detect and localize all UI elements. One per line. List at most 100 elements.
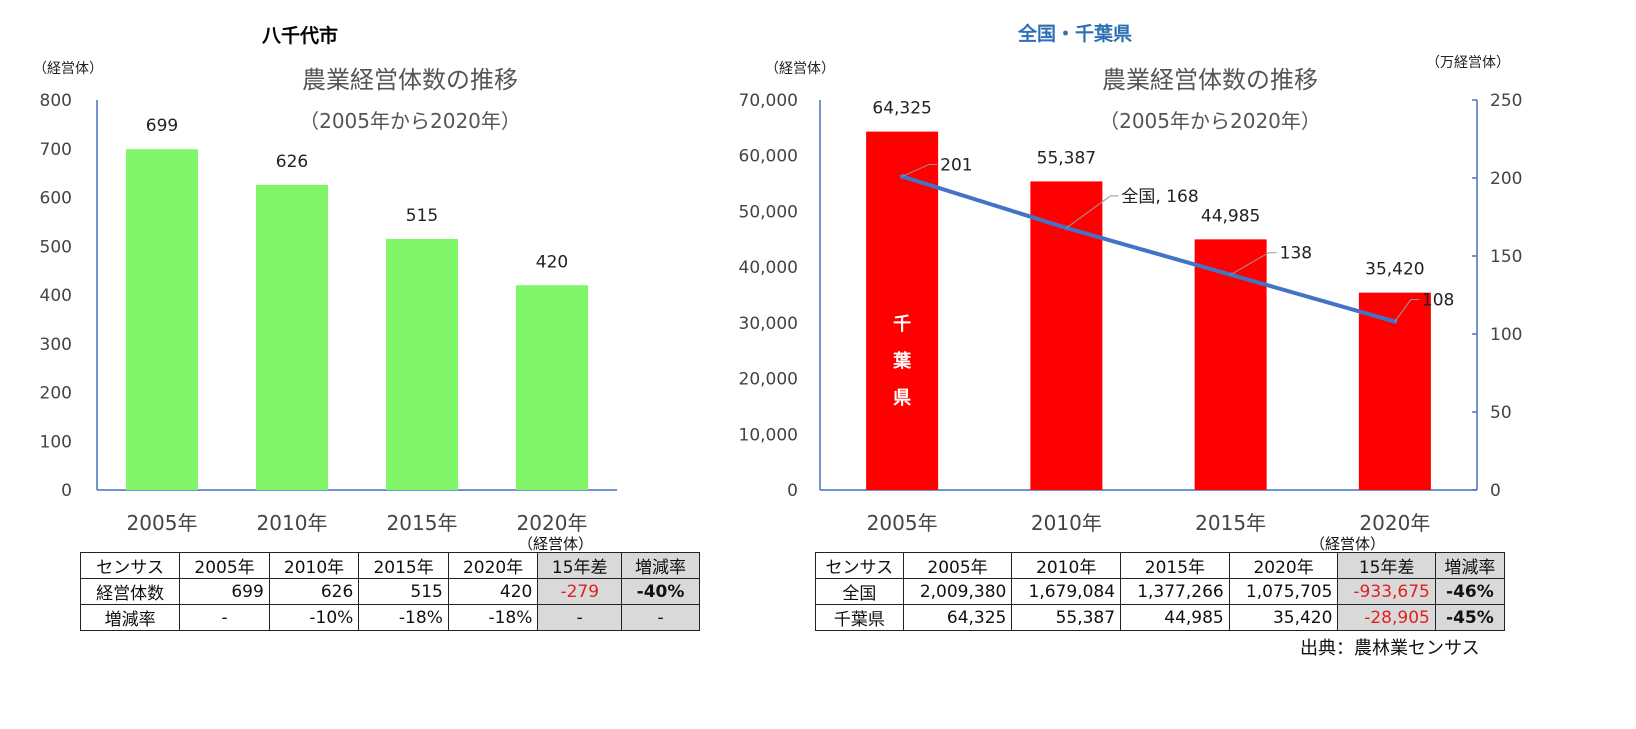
cell: -40% xyxy=(621,578,700,605)
row-label: 千葉県 xyxy=(815,604,904,631)
cell: 2,009,380 xyxy=(902,578,1013,605)
y-tick-label: 40,000 xyxy=(739,258,798,278)
cell: 64,325 xyxy=(902,604,1013,631)
panel-title: 八千代市 xyxy=(262,24,338,47)
y-tick-label: 10,000 xyxy=(739,425,798,445)
table-header-row: センサス 2005年 2010年 2015年 2020年 15年差 増減率 xyxy=(815,552,1506,579)
bar xyxy=(1358,292,1431,490)
cell: -18% xyxy=(358,604,449,631)
header-cell: 15年差 xyxy=(1337,552,1436,579)
y-tick-label: 0 xyxy=(61,481,72,501)
x-tick-label: 2010年 xyxy=(257,511,328,535)
bar xyxy=(866,131,939,490)
bar xyxy=(386,238,458,490)
cell: - xyxy=(179,604,270,631)
cell: -933,675 xyxy=(1337,578,1436,605)
line-data-label: 138 xyxy=(1280,244,1312,264)
cell: -10% xyxy=(268,604,360,631)
y-tick-label: 50,000 xyxy=(739,202,798,222)
y-tick-label: 60,000 xyxy=(739,147,798,167)
bar xyxy=(256,184,328,490)
cell: 420 xyxy=(447,578,539,605)
cell: 55,387 xyxy=(1011,604,1122,631)
x-tick-label: 2005年 xyxy=(867,511,938,535)
y2-tick-label: 50 xyxy=(1490,403,1512,423)
row-label: 経営体数 xyxy=(79,578,181,605)
leader-line xyxy=(901,163,938,177)
data-label: 55,387 xyxy=(1037,148,1096,168)
y-tick-label: 500 xyxy=(40,237,72,257)
table-row: 経営体数 699 626 515 420 -279 -40% xyxy=(79,578,700,605)
x-tick-label: 2010年 xyxy=(1031,511,1102,535)
y-axis-label: （経営体） xyxy=(33,61,103,77)
y-tick-label: 30,000 xyxy=(739,314,798,334)
y2-tick-label: 0 xyxy=(1490,481,1501,501)
header-cell: 2005年 xyxy=(179,552,270,579)
table-row: 全国 2,009,380 1,679,084 1,377,266 1,075,7… xyxy=(815,578,1506,605)
data-label: 35,420 xyxy=(1365,260,1424,280)
cell: -18% xyxy=(447,604,539,631)
source-note: 出典：農林業センサス xyxy=(1300,638,1480,659)
y-tick-label: 200 xyxy=(40,384,72,404)
header-cell: 2015年 xyxy=(358,552,449,579)
line-data-label: 全国, 168 xyxy=(1121,187,1198,207)
cell: 626 xyxy=(268,578,360,605)
y2-tick-label: 250 xyxy=(1490,91,1522,111)
leader-line xyxy=(1394,299,1419,322)
cell: -45% xyxy=(1434,604,1506,631)
y-tick-label: 300 xyxy=(40,335,72,355)
header-cell: センサス xyxy=(815,552,904,579)
cell: - xyxy=(537,604,623,631)
header-cell: 2010年 xyxy=(1011,552,1122,579)
row-label: 全国 xyxy=(815,578,904,605)
data-label: 626 xyxy=(276,152,308,172)
panel-title: 全国・千葉県 xyxy=(1017,22,1132,45)
table-row: 千葉県 64,325 55,387 44,985 35,420 -28,905 … xyxy=(815,604,1506,631)
data-label: 44,985 xyxy=(1201,206,1260,226)
cell: 44,985 xyxy=(1120,604,1230,631)
cell: 1,679,084 xyxy=(1011,578,1122,605)
data-label: 515 xyxy=(406,206,438,226)
cell: 515 xyxy=(358,578,449,605)
cell: 1,377,266 xyxy=(1120,578,1230,605)
y-tick-label: 700 xyxy=(40,140,72,160)
left-table: センサス 2005年 2010年 2015年 2020年 15年差 増減率 経営… xyxy=(79,552,700,631)
bar xyxy=(126,149,198,491)
cell: -28,905 xyxy=(1337,604,1436,631)
y-axis-label: （経営体） xyxy=(765,61,835,77)
y-tick-label: 20,000 xyxy=(739,370,798,390)
right-table-unit: （経営体） xyxy=(1310,535,1386,553)
chart-subtitle: （2005年から2020年） xyxy=(299,109,521,133)
x-tick-label: 2020年 xyxy=(1359,511,1430,535)
line-data-label: 108 xyxy=(1422,291,1454,311)
header-cell: 2015年 xyxy=(1120,552,1230,579)
y-tick-label: 400 xyxy=(40,286,72,306)
data-label: 64,325 xyxy=(872,99,931,119)
x-tick-label: 2015年 xyxy=(1195,511,1266,535)
row-label: 増減率 xyxy=(79,604,181,631)
table-row: 増減率 - -10% -18% -18% - - xyxy=(79,604,700,631)
chart-subtitle: （2005年から2020年） xyxy=(1099,109,1321,133)
cell: 1,075,705 xyxy=(1228,578,1339,605)
y2-axis-label: （万経営体） xyxy=(1426,55,1510,71)
cell: 699 xyxy=(179,578,270,605)
cell: 35,420 xyxy=(1228,604,1339,631)
table-header-row: センサス 2005年 2010年 2015年 2020年 15年差 増減率 xyxy=(79,552,700,579)
x-tick-label: 2005年 xyxy=(127,511,198,535)
y-tick-label: 600 xyxy=(40,189,72,209)
bar-inner-label: 千 xyxy=(893,314,911,335)
chart-title: 農業経営体数の推移 xyxy=(1102,66,1318,94)
header-cell: 2020年 xyxy=(447,552,539,579)
x-tick-label: 2020年 xyxy=(517,511,588,535)
header-cell: 2005年 xyxy=(902,552,1013,579)
cell: -46% xyxy=(1434,578,1506,605)
leader-line xyxy=(1066,195,1119,229)
y2-tick-label: 150 xyxy=(1490,247,1522,267)
y2-tick-label: 100 xyxy=(1490,325,1522,345)
data-label: 699 xyxy=(146,116,178,136)
header-cell: 2020年 xyxy=(1228,552,1339,579)
left-table-unit: （経営体） xyxy=(518,535,594,553)
header-cell: 増減率 xyxy=(1434,552,1506,579)
header-cell: 15年差 xyxy=(537,552,623,579)
